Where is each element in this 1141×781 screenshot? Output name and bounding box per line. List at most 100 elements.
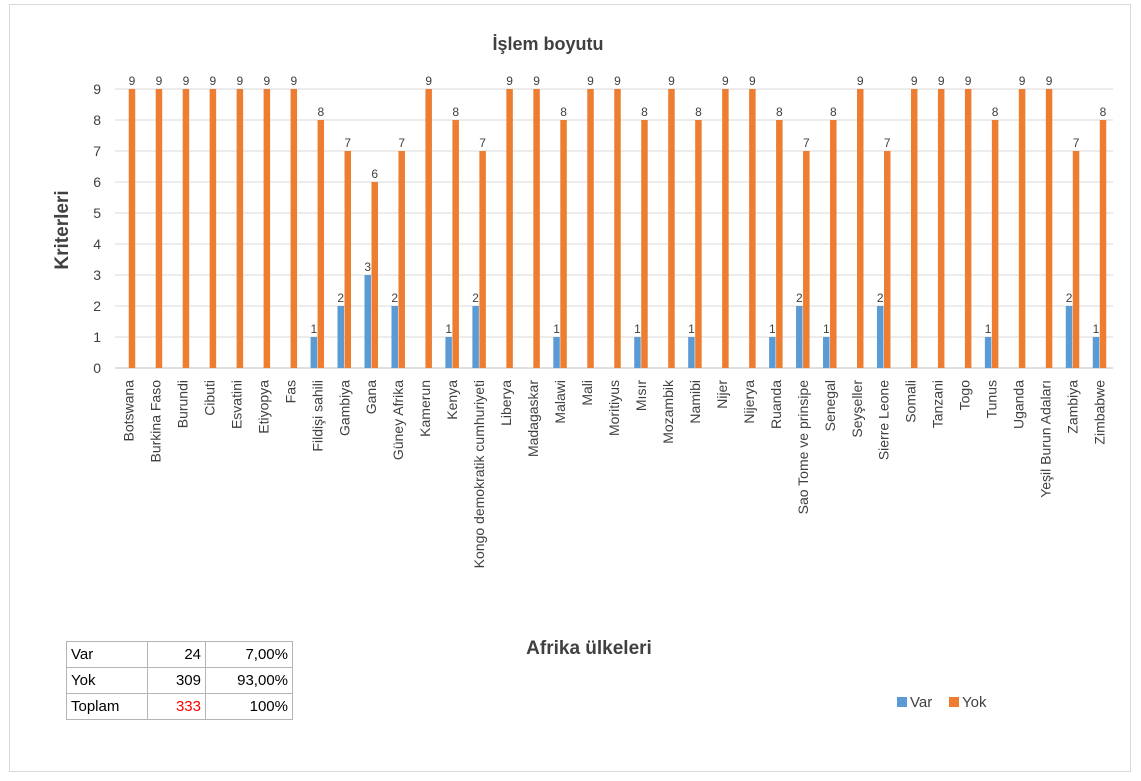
bar-var xyxy=(1065,306,1073,368)
x-tick-label: Mozambik xyxy=(660,379,676,444)
x-tick-label: Fas xyxy=(282,380,298,403)
data-label: 1 xyxy=(445,322,452,336)
bar-yok xyxy=(614,89,621,368)
data-label: 1 xyxy=(1093,322,1100,336)
x-tick-label: Seyşeller xyxy=(849,380,865,438)
data-label: 1 xyxy=(634,322,641,336)
bar-yok xyxy=(587,89,594,368)
x-tick-label: Mısır xyxy=(633,380,649,411)
bar-var xyxy=(364,275,371,368)
bar-var xyxy=(769,337,776,368)
data-label: 8 xyxy=(641,105,648,119)
chart-frame xyxy=(9,4,1131,772)
row-percent: 7,00% xyxy=(205,641,293,668)
row-label: Yok xyxy=(66,667,148,694)
bar-yok xyxy=(182,89,190,368)
x-tick-label: Sierre Leone xyxy=(876,380,892,460)
bar-yok xyxy=(830,120,837,368)
data-label: 9 xyxy=(425,74,432,88)
x-tick-label: Nijerya xyxy=(741,380,757,424)
data-label: 2 xyxy=(796,291,803,305)
data-label: 2 xyxy=(391,291,398,305)
y-tick-label: 7 xyxy=(93,143,101,159)
bar-yok xyxy=(991,120,999,368)
row-count: 309 xyxy=(147,667,206,694)
x-tick-label: Tanzani xyxy=(930,380,946,428)
x-tick-label: Uganda xyxy=(1011,380,1027,429)
data-label: 8 xyxy=(452,105,459,119)
bar-var xyxy=(796,306,803,368)
x-tick-label: Yeşil Burun Adaları xyxy=(1038,380,1054,498)
data-label: 9 xyxy=(183,74,190,88)
bar-yok xyxy=(263,89,271,368)
y-tick-label: 2 xyxy=(93,298,101,314)
data-label: 9 xyxy=(938,74,945,88)
bar-yok xyxy=(317,120,325,368)
bar-yok xyxy=(479,151,486,368)
legend: Var Yok xyxy=(897,694,987,711)
x-tick-label: Malawi xyxy=(552,380,568,424)
data-label: 3 xyxy=(364,260,371,274)
summary-table: Var 24 7,00% Yok 309 93,00% Toplam 333 1… xyxy=(66,641,293,720)
x-tick-label: Togo xyxy=(957,380,973,411)
data-label: 1 xyxy=(310,322,317,336)
bar-yok xyxy=(533,89,540,368)
legend-label: Yok xyxy=(962,694,987,711)
data-label: 7 xyxy=(1073,136,1080,150)
bar-var xyxy=(337,306,345,368)
table-row: Toplam 333 100% xyxy=(66,693,293,720)
data-label: 9 xyxy=(264,74,271,88)
bar-yok xyxy=(452,120,459,368)
bar-yok xyxy=(937,89,945,368)
x-tick-label: Gana xyxy=(363,380,379,414)
x-tick-label: Kamerun xyxy=(417,380,433,437)
data-labels: 9 9 9 9 9 9 9 1 8 2 7 3 6 2 7 9 1 8 2 7 9 9 1 8 9 9 1 8 9 1 8 9 9 1 8 2 7 1 8 9… xyxy=(129,74,1107,336)
bar-yok xyxy=(1099,120,1107,368)
data-label: 2 xyxy=(1066,291,1073,305)
y-axis-title: Kriterleri xyxy=(52,190,73,269)
bar-yok xyxy=(722,89,729,368)
row-percent: 93,00% xyxy=(205,667,293,694)
legend-swatch-yok xyxy=(949,697,959,707)
bars xyxy=(128,89,1107,368)
gridlines xyxy=(115,88,1113,369)
bar-yok xyxy=(398,151,405,368)
data-label: 8 xyxy=(560,105,567,119)
bar-var xyxy=(553,337,560,368)
row-label: Var xyxy=(66,641,148,668)
bar-var xyxy=(445,337,452,368)
data-label: 7 xyxy=(344,136,351,150)
bar-yok xyxy=(371,182,378,368)
x-tick-label: Liberya xyxy=(498,380,514,426)
bar-yok xyxy=(560,120,567,368)
bar-yok xyxy=(910,89,918,368)
bar-var xyxy=(634,337,641,368)
data-label: 1 xyxy=(769,322,776,336)
bar-var xyxy=(823,337,830,368)
data-label: 9 xyxy=(722,74,729,88)
x-tick-label: Nijer xyxy=(714,380,730,409)
bar-var xyxy=(876,306,884,368)
data-label: 9 xyxy=(129,74,136,88)
bar-yok xyxy=(344,151,352,368)
y-tick-label: 8 xyxy=(93,112,101,128)
data-label: 9 xyxy=(156,74,163,88)
x-tick-label: Mali xyxy=(579,380,595,406)
x-tick-label: Burkina Faso xyxy=(147,380,163,463)
data-label: 8 xyxy=(317,105,324,119)
x-tick-label: Zimbabwe xyxy=(1092,380,1108,445)
data-label: 7 xyxy=(398,136,405,150)
x-tick-label: Tunus xyxy=(984,380,1000,418)
data-label: 9 xyxy=(965,74,972,88)
x-tick-label: Güney Afrika xyxy=(390,380,406,460)
bar-var xyxy=(391,306,398,368)
bar-yok xyxy=(425,89,432,368)
bar-var xyxy=(310,337,318,368)
data-label: 1 xyxy=(823,322,830,336)
data-label: 1 xyxy=(688,322,695,336)
bar-yok xyxy=(290,89,298,368)
data-label: 2 xyxy=(472,291,479,305)
data-label: 8 xyxy=(695,105,702,119)
x-tick-label: Namibi xyxy=(687,380,703,424)
data-label: 7 xyxy=(884,136,891,150)
